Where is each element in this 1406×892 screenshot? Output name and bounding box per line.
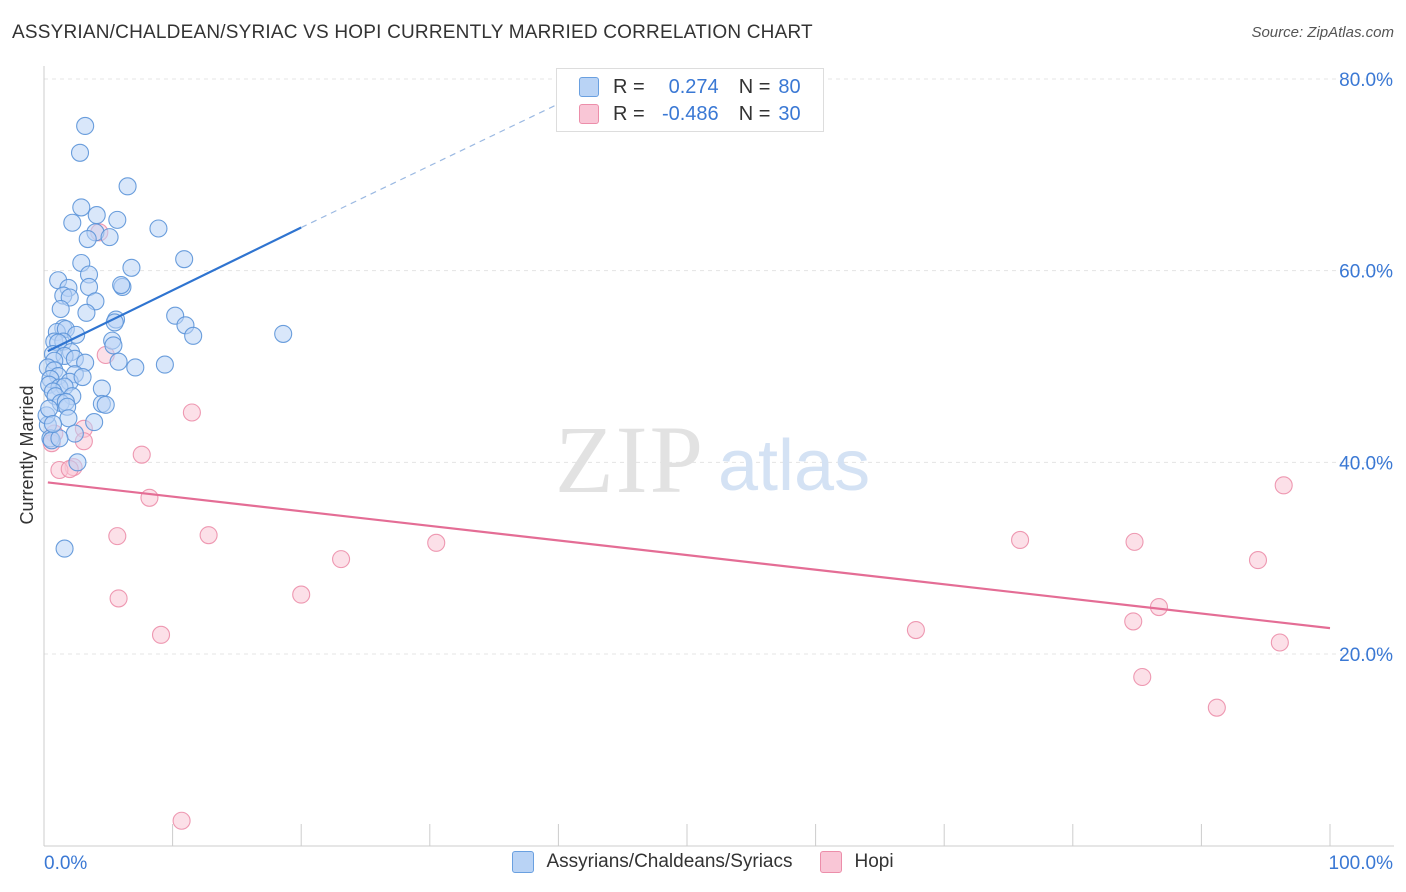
assyrian-point (63, 213, 82, 232)
assyrian-point (77, 303, 96, 322)
legend-row-assyrians: R = 0.274 N = 80 (579, 74, 801, 100)
assyrian-point (68, 453, 87, 472)
assyrian-point (51, 299, 70, 319)
grid-lines (44, 78, 1394, 655)
hopi-point (1207, 698, 1226, 717)
assyrian-trendline-extension (300, 103, 559, 229)
assyrian-trendline (47, 226, 302, 353)
legend-r-value: 0.274 (668, 75, 719, 98)
legend-label-hopi: Hopi (854, 851, 894, 872)
legend-swatch-pink (820, 851, 843, 873)
legend-n-label: N = (738, 102, 771, 125)
legend-n-label: N = (738, 75, 771, 98)
y-tick-label: 80.0% (1339, 70, 1393, 91)
hopi-point (109, 589, 128, 608)
y-tick-label: 20.0% (1339, 645, 1393, 666)
hopi-point (132, 445, 151, 464)
assyrian-point (76, 116, 95, 136)
assyrian-point (104, 336, 123, 355)
assyrian-point (109, 352, 128, 371)
legend-swatch-blue (512, 851, 535, 873)
watermark-atlas: atlas (718, 426, 870, 506)
watermark: ZIP atlas (555, 406, 870, 513)
tick-labels: 20.0% 40.0% 60.0% 80.0% 0.0% 100.0% (44, 70, 1393, 874)
assyrian-point (72, 198, 91, 217)
series-legend: Assyrians/Chaldeans/Syriacs Hopi (0, 851, 1406, 873)
watermark-zip: ZIP (555, 406, 705, 513)
hopi-point (332, 550, 351, 569)
assyrian-point (43, 414, 63, 434)
assyrian-point (184, 326, 203, 345)
axes (43, 66, 1394, 847)
assyrian-point (78, 229, 97, 249)
assyrian-point (100, 228, 119, 247)
hopi-point (1124, 612, 1143, 631)
assyrian-points (37, 116, 293, 558)
assyrian-point (70, 143, 90, 162)
hopi-point (1011, 530, 1030, 550)
hopi-point (108, 527, 127, 546)
hopi-point (1248, 551, 1268, 570)
legend-label-assyrians: Assyrians/Chaldeans/Syriacs (546, 851, 793, 872)
assyrian-point (40, 399, 59, 418)
legend-item-assyrians: Assyrians/Chaldeans/Syriacs (512, 851, 792, 873)
legend-r-label: R = (613, 75, 645, 98)
assyrian-point (108, 210, 127, 229)
hopi-point (140, 488, 159, 507)
assyrian-point (59, 409, 78, 428)
hopi-point (172, 811, 191, 830)
y-tick-label: 40.0% (1339, 453, 1393, 474)
hopi-point (151, 625, 171, 644)
assyrian-point (149, 219, 168, 238)
assyrian-point (274, 324, 293, 343)
x-tick-label: 0.0% (44, 853, 87, 874)
assyrian-point (65, 424, 84, 443)
legend-r-label: R = (613, 102, 645, 125)
x-tick-label: 100.0% (1329, 853, 1394, 874)
legend-item-hopi: Hopi (820, 851, 894, 873)
hopi-point (199, 526, 218, 545)
stats-legend: R = 0.274 N = 80 R = -0.486 N = 30 (556, 68, 824, 132)
assyrian-point (96, 395, 115, 414)
hopi-point (427, 533, 446, 552)
source-label: Source: ZipAtlas.com (1251, 24, 1394, 41)
assyrian-point (55, 539, 74, 558)
legend-swatch-blue (579, 77, 599, 97)
assyrian-point (85, 413, 104, 432)
assyrian-point (155, 355, 174, 374)
hopi-point (1270, 633, 1289, 652)
hopi-point (1133, 667, 1152, 687)
assyrian-point (92, 379, 111, 398)
legend-r-value: -0.486 (661, 102, 719, 125)
legend-swatch-pink (579, 104, 599, 124)
assyrian-point (122, 258, 141, 277)
assyrian-point (118, 177, 137, 196)
hopi-point (1125, 532, 1144, 551)
assyrian-point (73, 367, 92, 387)
hopi-trendline (47, 481, 1331, 630)
assyrian-point (175, 250, 194, 269)
assyrian-point (126, 358, 145, 377)
legend-n-value: 80 (778, 75, 801, 98)
assyrian-point (87, 206, 106, 225)
legend-n-value: 30 (778, 102, 801, 125)
hopi-point (182, 403, 201, 422)
hopi-point (1274, 476, 1293, 495)
trendlines (47, 103, 1331, 630)
legend-row-hopi: R = -0.486 N = 30 (579, 101, 801, 127)
y-tick-label: 60.0% (1339, 262, 1393, 283)
chart-title: ASSYRIAN/CHALDEAN/SYRIAC VS HOPI CURRENT… (12, 22, 813, 43)
assyrian-point (112, 275, 131, 295)
hopi-point (292, 585, 311, 604)
y-axis-label: Currently Married (17, 385, 37, 524)
hopi-point (906, 620, 925, 640)
hopi-points (42, 223, 1293, 830)
